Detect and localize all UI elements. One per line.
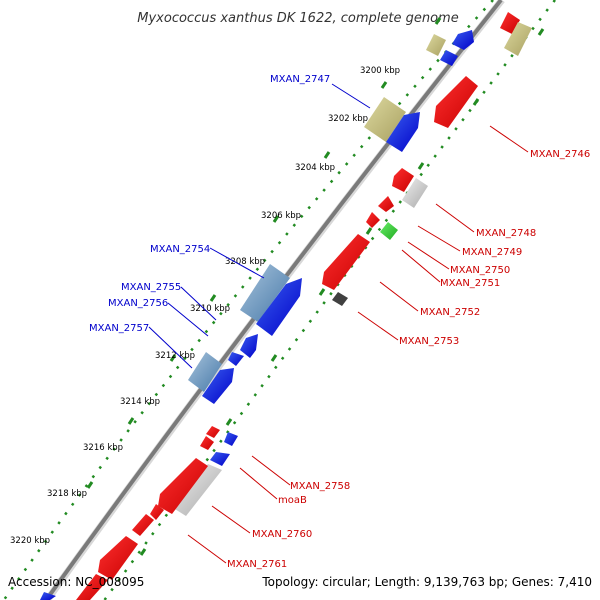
kbp-tick-label: 3204 kbp: [295, 163, 335, 173]
gene-label[interactable]: moaB: [278, 495, 307, 506]
kbp-tick-label: 3218 kbp: [47, 489, 87, 499]
gene-label[interactable]: MXAN_2750: [450, 265, 510, 276]
gene-feature[interactable]: [256, 278, 302, 336]
gene-label[interactable]: MXAN_2760: [252, 529, 312, 540]
gene-label[interactable]: MXAN_2749: [462, 247, 522, 258]
gene-feature[interactable]: [386, 112, 420, 152]
gene-feature[interactable]: [158, 458, 208, 514]
outer-tick-ring: [2, 0, 494, 600]
gene-feature[interactable]: [170, 464, 222, 516]
reverse-leader-lines: [148, 83, 371, 369]
gene-feature[interactable]: [378, 196, 394, 212]
gene-feature[interactable]: [76, 574, 108, 600]
forward-gene-labels: MXAN_2746 MXAN_2748 MXAN_2749 MXAN_2750 …: [227, 149, 590, 570]
gene-feature[interactable]: [440, 50, 458, 66]
genome-summary: Topology: circular; Length: 9,139,763 bp…: [261, 575, 592, 589]
gene-label[interactable]: MXAN_2755: [121, 282, 181, 293]
gene-label[interactable]: MXAN_2747: [270, 74, 330, 85]
gene-feature[interactable]: [206, 426, 220, 438]
gene-feature[interactable]: [380, 222, 398, 240]
reverse-strand-features: [40, 30, 474, 600]
map-title: Myxococcus xanthus DK 1622, complete gen…: [137, 11, 458, 26]
gene-feature[interactable]: [452, 30, 474, 50]
gene-feature[interactable]: [364, 97, 406, 142]
gene-label[interactable]: MXAN_2753: [399, 336, 459, 347]
major-ticks: [86, 17, 545, 556]
gene-feature[interactable]: [132, 514, 154, 536]
kbp-tick-label: 3206 kbp: [261, 211, 301, 221]
reverse-gene-labels: MXAN_2747 MXAN_2754 MXAN_2755 MXAN_2756 …: [89, 74, 330, 334]
gene-feature[interactable]: [98, 536, 138, 580]
gene-feature[interactable]: [426, 34, 446, 56]
gene-feature[interactable]: [504, 22, 532, 56]
gene-label[interactable]: MXAN_2756: [108, 298, 168, 309]
gene-feature[interactable]: [366, 212, 380, 228]
gene-feature[interactable]: [224, 432, 238, 446]
gene-feature[interactable]: [240, 334, 258, 358]
gene-label[interactable]: MXAN_2752: [420, 307, 480, 318]
gene-feature[interactable]: [210, 452, 230, 466]
forward-strand-features: [76, 12, 532, 600]
gene-feature[interactable]: [434, 76, 478, 128]
gene-label[interactable]: MXAN_2746: [530, 149, 590, 160]
gene-feature[interactable]: [150, 504, 164, 520]
gene-feature[interactable]: [392, 168, 414, 192]
kbp-scale: 3200 kbp 3202 kbp 3204 kbp 3206 kbp 3208…: [10, 66, 400, 546]
kbp-tick-label: 3212 kbp: [155, 351, 195, 361]
kbp-tick-label: 3202 kbp: [328, 114, 368, 124]
gene-feature[interactable]: [240, 264, 290, 322]
gene-feature[interactable]: [332, 292, 348, 306]
kbp-tick-label: 3210 kbp: [190, 304, 230, 314]
gene-label[interactable]: MXAN_2751: [440, 278, 500, 289]
gene-feature[interactable]: [322, 234, 370, 290]
gene-label[interactable]: MXAN_2761: [227, 559, 287, 570]
kbp-tick-label: 3200 kbp: [360, 66, 400, 76]
kbp-tick-label: 3214 kbp: [120, 397, 160, 407]
accession-label: Accession: NC_008095: [8, 575, 144, 589]
kbp-tick-label: 3208 kbp: [225, 257, 265, 267]
gene-label[interactable]: MXAN_2757: [89, 323, 149, 334]
gene-feature[interactable]: [402, 178, 428, 208]
gene-label[interactable]: MXAN_2748: [476, 228, 536, 239]
gene-feature[interactable]: [200, 436, 214, 450]
gene-feature[interactable]: [228, 352, 244, 366]
forward-leader-lines: [187, 125, 529, 564]
gene-label[interactable]: MXAN_2758: [290, 481, 350, 492]
gene-label[interactable]: MXAN_2754: [150, 244, 210, 255]
gene-feature[interactable]: [188, 352, 222, 392]
kbp-tick-label: 3216 kbp: [83, 443, 123, 453]
gene-feature[interactable]: [40, 592, 56, 600]
kbp-tick-label: 3220 kbp: [10, 536, 50, 546]
gene-feature[interactable]: [202, 368, 234, 404]
